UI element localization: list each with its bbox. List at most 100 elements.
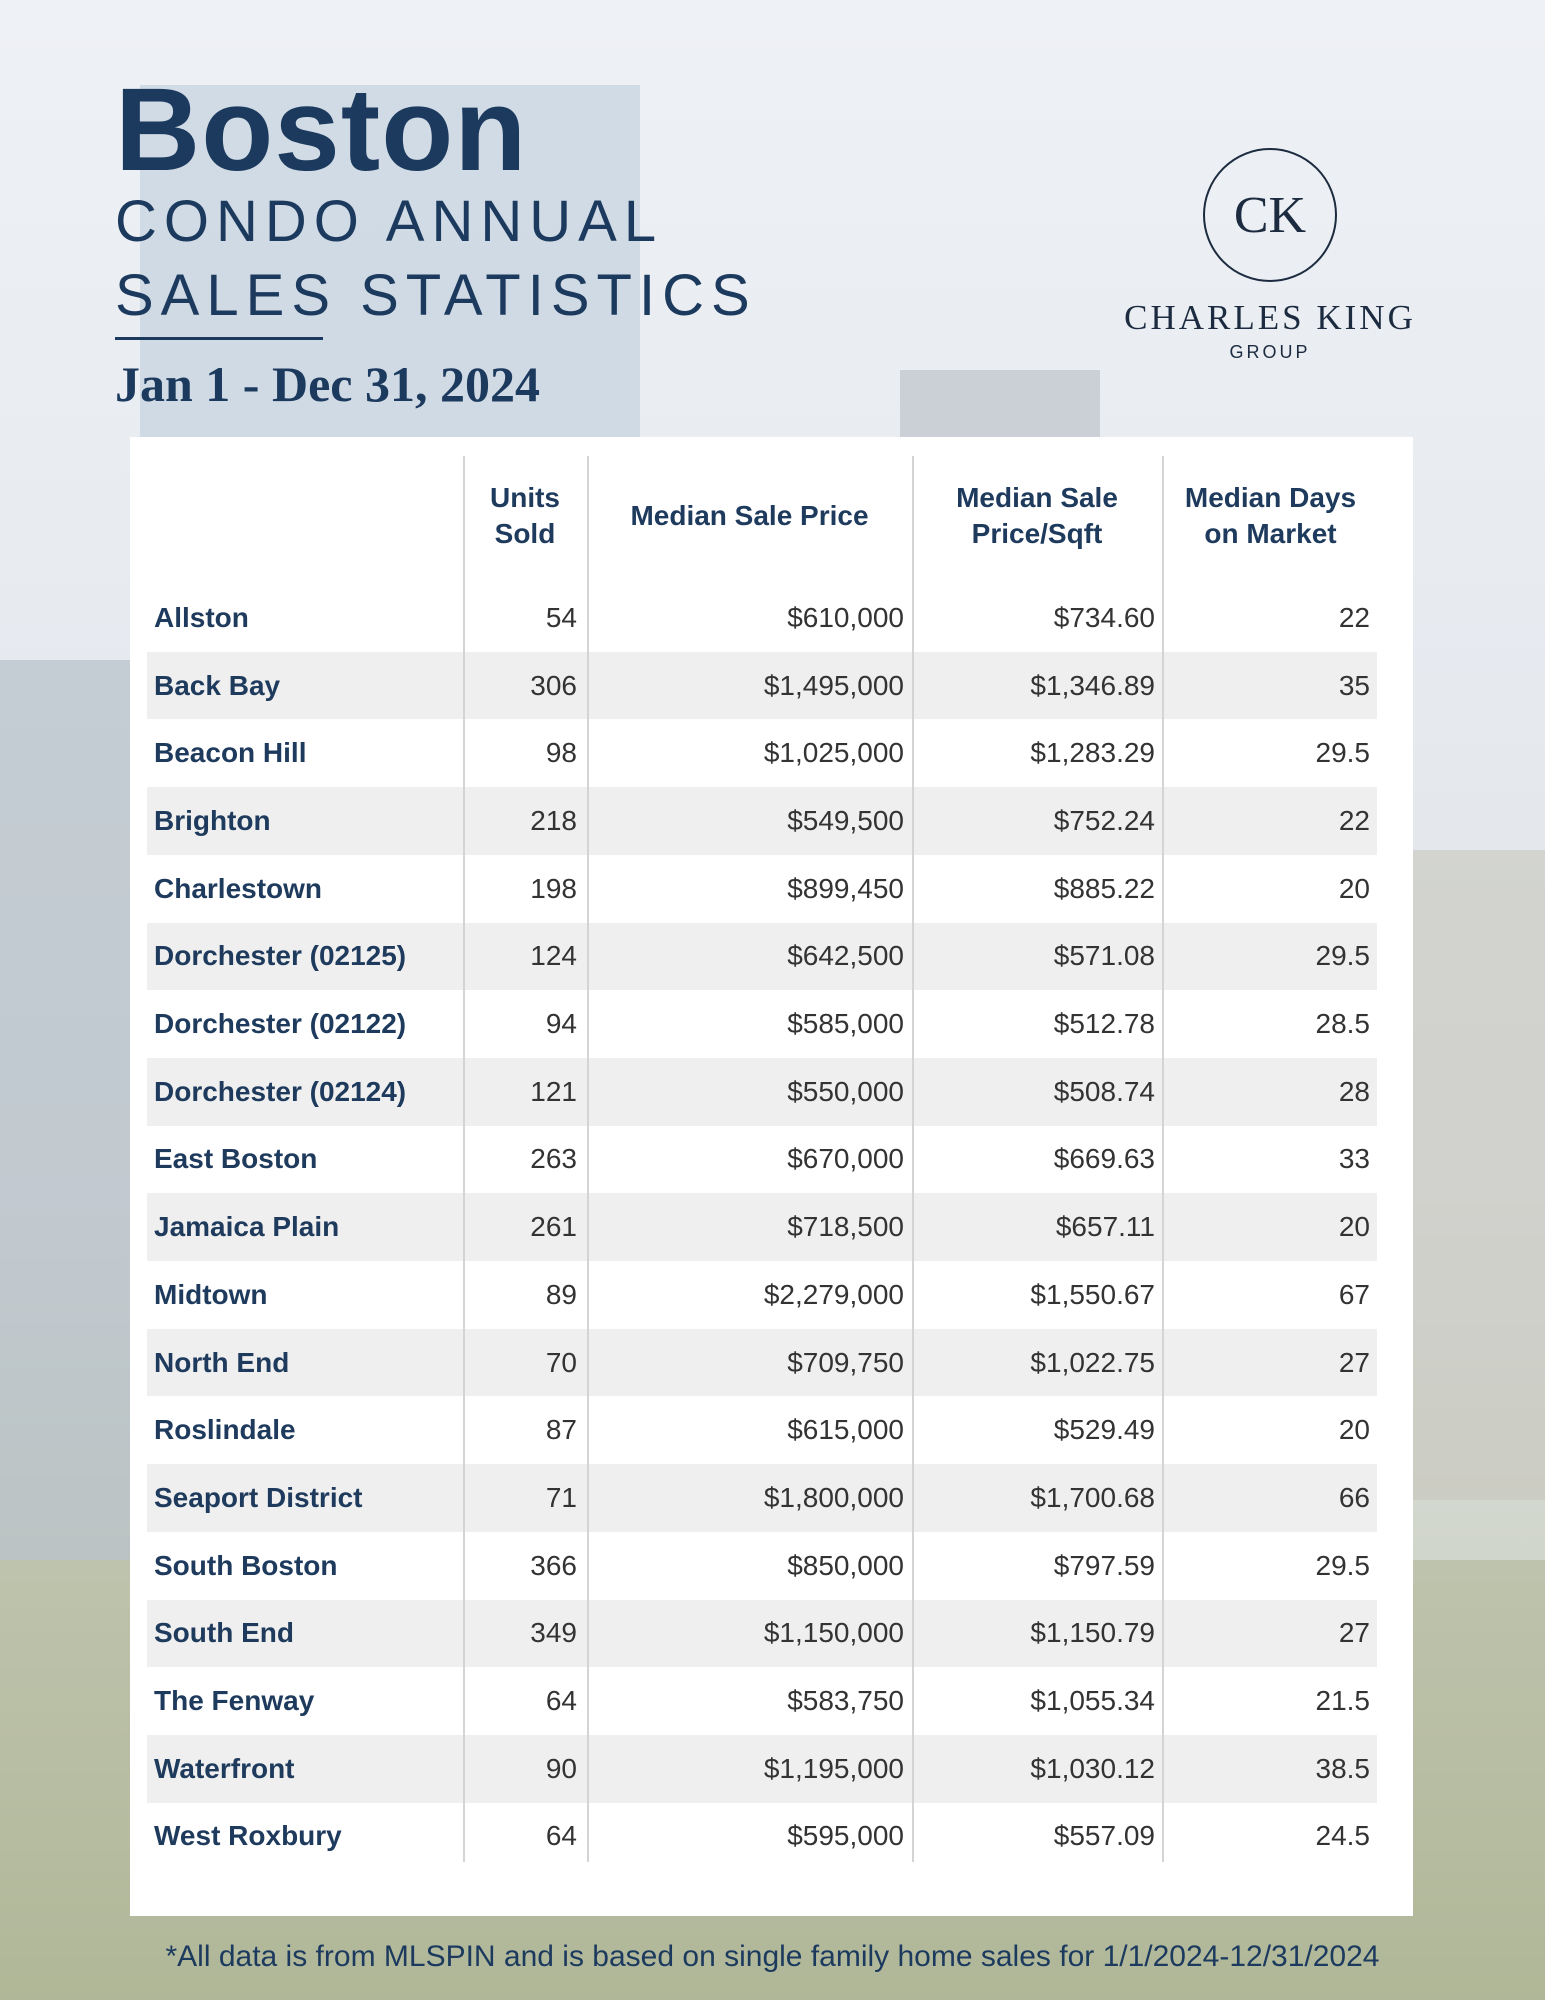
units-sold: 64 [545, 1820, 577, 1852]
median-price-per-sqft: $1,030.12 [1030, 1752, 1155, 1784]
neighborhood-name: Dorchester (02122) [154, 1008, 407, 1040]
median-sale-price: $1,800,000 [763, 1481, 904, 1513]
title-underline [115, 337, 323, 340]
header-price-per-sqft: Median Sale Price/Sqft [914, 480, 1160, 552]
header-line: Price/Sqft [971, 518, 1103, 549]
background-prudential [900, 370, 1100, 440]
neighborhood-name: Charlestown [154, 872, 323, 904]
neighborhood-name: Seaport District [154, 1481, 363, 1513]
median-sale-price: $642,500 [787, 940, 904, 972]
units-sold: 94 [545, 1008, 577, 1040]
median-sale-price: $595,000 [787, 1820, 904, 1852]
logo-monogram: CK [1203, 148, 1337, 282]
neighborhood-name: Roslindale [154, 1414, 296, 1446]
neighborhood-name: Jamaica Plain [154, 1211, 340, 1243]
units-sold: 263 [530, 1143, 577, 1175]
units-sold: 306 [530, 669, 577, 701]
units-sold: 218 [530, 804, 577, 836]
table-row: Midtown 89 $2,279,000 $1,550.67 67 [147, 1261, 1377, 1329]
units-sold: 90 [545, 1752, 577, 1784]
median-price-per-sqft: $734.60 [1053, 601, 1155, 633]
median-price-per-sqft: $1,022.75 [1030, 1346, 1155, 1378]
median-price-per-sqft: $1,346.89 [1030, 669, 1155, 701]
neighborhood-name: East Boston [154, 1143, 318, 1175]
table-row: Charlestown 198 $899,450 $885.22 20 [147, 855, 1377, 923]
median-price-per-sqft: $508.74 [1053, 1075, 1155, 1107]
median-sale-price: $610,000 [787, 601, 904, 633]
median-days-on-market: 28 [1338, 1075, 1370, 1107]
median-price-per-sqft: $557.09 [1053, 1820, 1155, 1852]
median-price-per-sqft: $1,283.29 [1030, 737, 1155, 769]
header-line: on Market [1204, 518, 1337, 549]
table-row: Allston 54 $610,000 $734.60 22 [147, 584, 1377, 652]
subtitle-line-2: SALES STATISTICS [115, 263, 757, 328]
table-row: North End 70 $709,750 $1,022.75 27 [147, 1328, 1377, 1397]
footnote: *All data is from MLSPIN and is based on… [165, 1940, 1380, 1973]
neighborhood-name: Back Bay [154, 669, 281, 701]
neighborhood-name: West Roxbury [154, 1820, 342, 1852]
table-row: Brighton 218 $549,500 $752.24 22 [147, 787, 1377, 855]
median-days-on-market: 33 [1338, 1143, 1370, 1175]
header-line: Median Sale [956, 482, 1118, 513]
units-sold: 98 [545, 737, 577, 769]
median-days-on-market: 20 [1338, 872, 1370, 904]
neighborhood-name: South Boston [154, 1549, 338, 1581]
table-row: South Boston 366 $850,000 $797.59 29.5 [147, 1532, 1377, 1600]
page-title: Boston [115, 64, 528, 196]
median-days-on-market: 29.5 [1315, 737, 1371, 769]
median-price-per-sqft: $797.59 [1053, 1549, 1155, 1581]
median-days-on-market: 22 [1338, 601, 1370, 633]
median-price-per-sqft: $885.22 [1053, 872, 1155, 904]
neighborhood-name: Dorchester (02124) [154, 1075, 407, 1107]
median-sale-price: $718,500 [787, 1211, 904, 1243]
column-divider [587, 456, 589, 1862]
neighborhood-name: Midtown [154, 1278, 268, 1310]
median-sale-price: $1,495,000 [763, 669, 904, 701]
units-sold: 366 [530, 1549, 577, 1581]
units-sold: 70 [545, 1346, 577, 1378]
median-sale-price: $1,150,000 [763, 1617, 904, 1649]
units-sold: 261 [530, 1211, 577, 1243]
table-row: Jamaica Plain 261 $718,500 $657.11 20 [147, 1193, 1377, 1261]
units-sold: 121 [530, 1075, 577, 1107]
column-divider [1162, 456, 1164, 1862]
table-row: South End 349 $1,150,000 $1,150.79 27 [147, 1599, 1377, 1668]
table-row: Dorchester (02122) 94 $585,000 $512.78 28.5 [147, 990, 1377, 1058]
table-row: The Fenway 64 $583,750 $1,055.34 21.5 [147, 1667, 1377, 1735]
units-sold: 54 [545, 601, 577, 633]
median-price-per-sqft: $512.78 [1053, 1008, 1155, 1040]
neighborhood-name: South End [154, 1617, 294, 1649]
median-price-per-sqft: $1,550.67 [1030, 1278, 1155, 1310]
median-sale-price: $2,279,000 [763, 1278, 904, 1310]
header-line: Units [490, 482, 560, 513]
table-row: Seaport District 71 $1,800,000 $1,700.68 66 [147, 1464, 1377, 1532]
header-line: Sold [494, 518, 556, 549]
column-divider [463, 456, 465, 1862]
neighborhood-name: Waterfront [154, 1752, 295, 1784]
median-days-on-market: 21.5 [1315, 1685, 1371, 1717]
median-sale-price: $585,000 [787, 1008, 904, 1040]
header-units-sold: Units Sold [465, 480, 585, 552]
median-days-on-market: 20 [1338, 1414, 1370, 1446]
neighborhood-name: Dorchester (02125) [154, 940, 407, 972]
units-sold: 87 [545, 1414, 577, 1446]
median-sale-price: $709,750 [787, 1346, 904, 1378]
median-price-per-sqft: $669.63 [1053, 1143, 1155, 1175]
neighborhood-name: North End [154, 1346, 290, 1378]
median-price-per-sqft: $1,150.79 [1030, 1617, 1155, 1649]
neighborhood-name: Allston [154, 601, 249, 633]
median-days-on-market: 22 [1338, 804, 1370, 836]
background-building-right [1413, 850, 1545, 1500]
logo-group: GROUP [1229, 342, 1311, 362]
background-tower [140, 85, 640, 445]
logo-name: CHARLES KING [1124, 298, 1416, 337]
median-sale-price: $615,000 [787, 1414, 904, 1446]
background-building-left [0, 660, 130, 1560]
median-days-on-market: 24.5 [1315, 1820, 1371, 1852]
units-sold: 64 [545, 1685, 577, 1717]
median-days-on-market: 29.5 [1315, 1549, 1371, 1581]
median-days-on-market: 29.5 [1315, 940, 1371, 972]
header-line: Median Sale Price [630, 500, 869, 531]
units-sold: 89 [545, 1278, 577, 1310]
median-sale-price: $549,500 [787, 804, 904, 836]
